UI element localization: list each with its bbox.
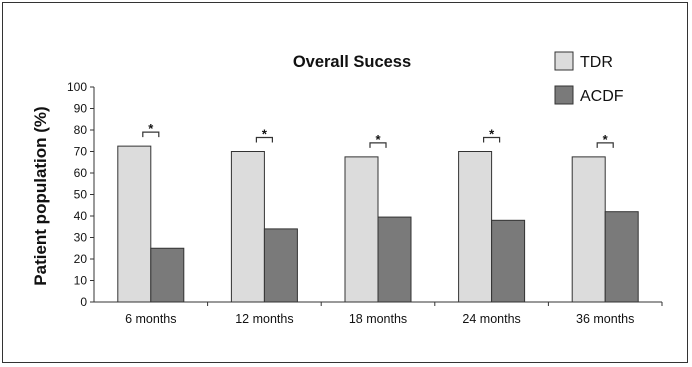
y-tick-label: 40 <box>74 209 88 223</box>
y-tick-label: 10 <box>74 274 88 288</box>
y-axis-label: Patient population (%) <box>31 106 50 285</box>
legend-label-tdr: TDR <box>580 54 613 71</box>
y-tick-label: 50 <box>74 188 88 202</box>
y-tick-label: 0 <box>80 295 87 309</box>
x-tick-label: 18 months <box>349 312 407 326</box>
significance-marker: * <box>148 121 154 136</box>
y-tick-label: 30 <box>74 231 88 245</box>
y-tick-label: 90 <box>74 102 88 116</box>
bar-tdr <box>458 151 493 303</box>
significance-bracket <box>596 142 614 148</box>
legend-label-acdf: ACDF <box>580 88 624 105</box>
y-tick-label: 60 <box>74 166 88 180</box>
y-tick-label: 100 <box>67 80 87 94</box>
y-tick-label: 70 <box>74 145 88 159</box>
bar-acdf <box>263 228 298 303</box>
bar-tdr <box>344 156 379 303</box>
legend: TDR ACDF <box>554 51 624 105</box>
significance-bracket <box>369 142 387 148</box>
significance-bracket <box>255 136 273 143</box>
x-tick-label: 6 months <box>125 312 176 326</box>
significance-bracket <box>483 136 501 143</box>
significance-marker: * <box>262 127 268 142</box>
significance-marker: * <box>603 132 609 147</box>
bar-acdf <box>491 219 526 303</box>
y-tick-label: 20 <box>74 252 88 266</box>
significance-marker: * <box>489 127 495 142</box>
x-tick-label: 24 months <box>462 312 520 326</box>
bar-tdr <box>571 156 606 303</box>
legend-swatch-acdf <box>554 85 574 105</box>
bar-tdr <box>117 145 152 303</box>
chart-title: Overall Sucess <box>293 53 411 71</box>
significance-bracket <box>142 131 160 138</box>
x-tick-label: 12 months <box>235 312 293 326</box>
bars: * * * * * <box>117 121 639 303</box>
x-tick-label: 36 months <box>576 312 634 326</box>
legend-swatch-tdr <box>554 51 574 71</box>
y-tick-label: 80 <box>74 123 88 137</box>
significance-marker: * <box>375 132 381 147</box>
bar-acdf <box>377 216 412 303</box>
bar-acdf <box>150 247 185 303</box>
bar-acdf <box>604 211 639 303</box>
bar-tdr <box>230 151 265 303</box>
axes: 0 10 20 30 40 50 60 70 80 90 100 6 months 12 months 1… <box>67 80 663 326</box>
